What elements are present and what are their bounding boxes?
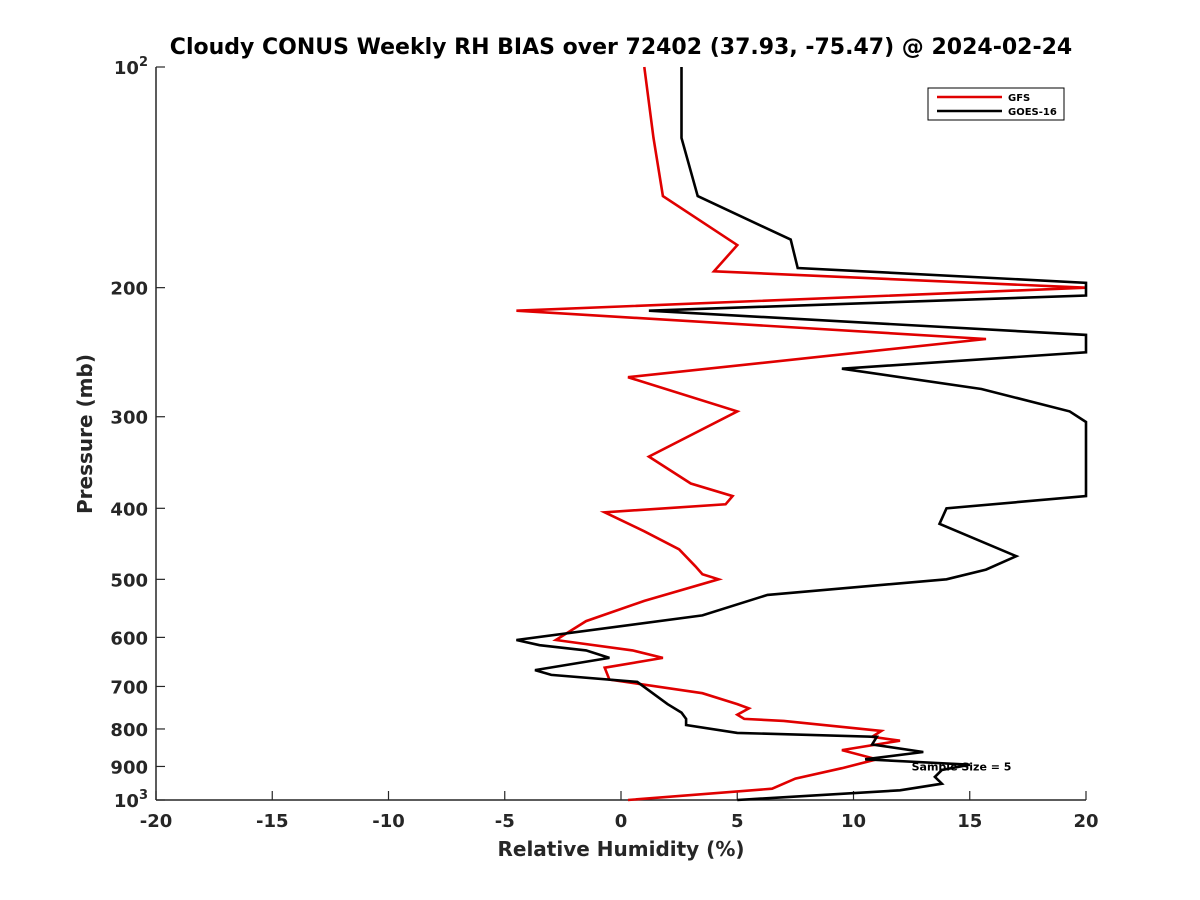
axes xyxy=(155,67,1086,801)
x-tick-label: 15 xyxy=(957,811,982,832)
legend-label-goes: GOES-16 xyxy=(1008,107,1057,118)
legend-label-gfs: GFS xyxy=(1008,93,1030,104)
y-tick-label: 400 xyxy=(110,499,148,520)
x-tick-label: 5 xyxy=(731,811,744,832)
chart-title: Cloudy CONUS Weekly RH BIAS over 72402 (… xyxy=(170,35,1072,60)
y-axis-label: Pressure (mb) xyxy=(73,354,97,514)
y-tick-label: 500 xyxy=(110,570,148,591)
x-tick-label: -10 xyxy=(372,811,405,832)
y-tick-label: 700 xyxy=(110,677,148,698)
series-line-goes-16 xyxy=(516,67,1088,802)
series-line-gfs xyxy=(516,66,1087,802)
sample-size-annotation: Sample Size = 5 xyxy=(912,760,1012,773)
x-tick-label: 10 xyxy=(841,811,866,832)
y-tick-label: 600 xyxy=(110,628,148,649)
x-axis-label: Relative Humidity (%) xyxy=(497,837,744,861)
y-tick-label: 900 xyxy=(110,757,148,778)
x-tick-label: 0 xyxy=(615,811,628,832)
y-tick-label: 800 xyxy=(110,720,148,741)
series-layer xyxy=(516,66,1088,802)
x-tick-label: -5 xyxy=(495,811,515,832)
x-tick-label: -15 xyxy=(256,811,289,832)
y-ticks: 102 200 300 400 500 600 700 800 900 103 xyxy=(110,55,165,812)
x-tick-label: 20 xyxy=(1073,811,1098,832)
y-tick-label: 300 xyxy=(110,408,148,429)
x-tick-label: -20 xyxy=(140,811,173,832)
x-ticks: -20 -15 -10 -5 0 5 10 15 20 xyxy=(140,791,1099,832)
y-tick-label: 200 xyxy=(110,279,148,300)
legend: GFS GOES-16 xyxy=(927,87,1065,121)
y-tick-label: 102 xyxy=(114,55,148,79)
legend-box xyxy=(927,87,1065,121)
y-tick-label: 103 xyxy=(114,788,148,812)
